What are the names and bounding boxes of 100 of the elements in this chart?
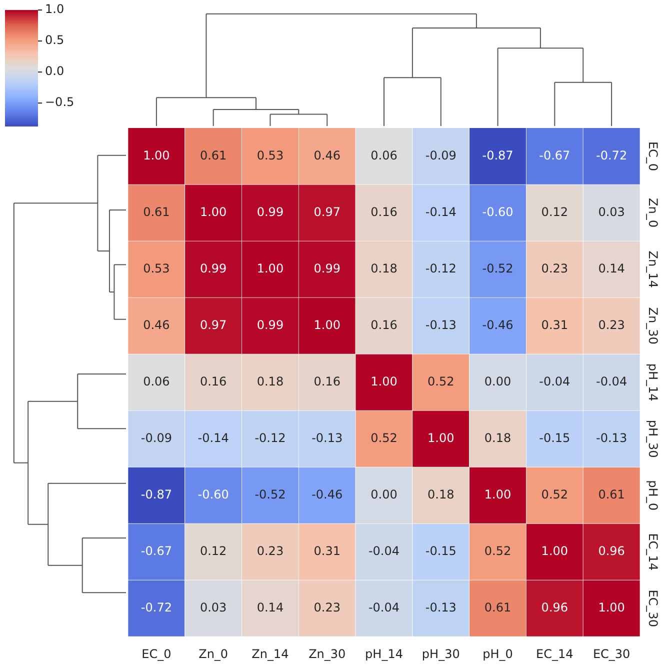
x-tick-label: Zn_30	[308, 646, 346, 661]
data-label: -0.52	[482, 261, 514, 276]
data-label: 0.99	[256, 318, 284, 332]
data-label: 0.61	[143, 204, 170, 219]
data-label: -0.13	[425, 318, 456, 332]
data-label: 0.06	[370, 148, 398, 162]
data-label: -0.72	[140, 600, 172, 614]
data-label: 0.06	[143, 374, 170, 388]
x-tick-label: Zn_14	[252, 646, 289, 661]
y-tick-label: pH_14	[646, 363, 660, 402]
x-tick-label: EC_14	[536, 646, 574, 661]
data-label: 0.97	[314, 204, 340, 219]
data-label: 0.61	[598, 487, 625, 502]
y-tick-label: pH_0	[646, 480, 660, 510]
data-label: 0.52	[541, 487, 568, 502]
data-label: 0.23	[256, 544, 284, 558]
data-label: 0.00	[484, 374, 512, 388]
data-label: 0.53	[143, 261, 170, 276]
data-label: 0.18	[428, 487, 454, 502]
data-label: 0.97	[200, 318, 227, 332]
y-tick-label: Zn_30	[646, 307, 660, 344]
data-label: 0.14	[598, 261, 625, 276]
data-label: -0.87	[140, 487, 172, 502]
data-label: 0.16	[200, 374, 227, 388]
data-label: 1.00	[314, 318, 340, 332]
x-tick-label: EC_0	[142, 646, 172, 661]
data-label: -0.04	[596, 374, 628, 388]
y-tick-label: EC_30	[646, 590, 660, 627]
data-label: 0.18	[256, 374, 284, 388]
data-label: -0.46	[482, 318, 514, 332]
data-label: 0.18	[370, 261, 398, 276]
data-label: -0.87	[482, 148, 514, 162]
data-label: 0.31	[314, 544, 340, 558]
data-label: 0.52	[484, 544, 512, 558]
data-label: 0.16	[370, 318, 398, 332]
x-tick-label: Zn_0	[198, 646, 228, 661]
data-label: -0.12	[425, 261, 456, 276]
data-label: -0.09	[140, 430, 172, 445]
data-label: -0.12	[254, 430, 286, 445]
x-tick-label: pH_0	[482, 646, 513, 661]
x-tick-label: EC_30	[592, 646, 630, 661]
data-label: 0.12	[541, 204, 568, 219]
data-label: 1.00	[370, 374, 398, 388]
data-label: 0.61	[484, 600, 512, 614]
data-label: 0.99	[200, 261, 227, 276]
data-label: -0.72	[596, 148, 628, 162]
color-bar-label: 0.0	[45, 64, 64, 78]
data-label: -0.14	[198, 430, 229, 445]
data-label: 1.00	[598, 600, 625, 614]
data-label: 1.00	[541, 544, 568, 558]
y-tick-label: EC_0	[646, 141, 660, 172]
data-label: 1.00	[200, 204, 227, 219]
data-label: 0.03	[200, 600, 227, 614]
data-label: -0.60	[482, 204, 514, 219]
color-bar-label: 0.5	[45, 33, 64, 48]
color-bar-label: 1.0	[45, 2, 64, 16]
data-label: 0.31	[541, 318, 568, 332]
data-label: 0.18	[484, 430, 512, 445]
data-label: -0.46	[312, 487, 343, 502]
data-label: -0.13	[425, 600, 456, 614]
data-label: -0.04	[368, 600, 400, 614]
x-tick-label: pH_14	[365, 646, 403, 661]
data-label: 0.03	[598, 204, 625, 219]
data-label: -0.15	[539, 430, 570, 445]
y-tick-label: Zn_0	[646, 198, 660, 228]
data-label: -0.67	[140, 544, 172, 558]
data-label: 0.96	[598, 544, 625, 558]
data-label: -0.13	[596, 430, 628, 445]
data-label: 0.14	[256, 600, 284, 614]
y-tick-label: Zn_14	[646, 250, 660, 288]
data-label: 0.23	[541, 261, 568, 276]
data-label: 0.12	[200, 544, 227, 558]
data-label: -0.04	[539, 374, 570, 388]
data-label: 0.23	[598, 318, 625, 332]
data-label: 0.46	[314, 148, 340, 162]
data-label: 1.00	[428, 430, 454, 445]
data-label: 0.53	[256, 148, 284, 162]
data-label: 1.00	[484, 487, 512, 502]
y-tick-label: pH_30	[646, 420, 660, 458]
data-label: -0.14	[425, 204, 456, 219]
data-label: 0.23	[314, 600, 340, 614]
y-tick-label: EC_14	[646, 533, 660, 570]
x-tick-label: pH_30	[422, 646, 460, 661]
data-label: 1.00	[256, 261, 284, 276]
data-label: 0.16	[314, 374, 340, 388]
data-label: -0.09	[425, 148, 456, 162]
data-label: 0.00	[370, 487, 398, 502]
data-label: 0.99	[256, 204, 284, 219]
data-label: 0.46	[143, 318, 170, 332]
data-label: 0.61	[200, 148, 227, 162]
data-label: 0.99	[314, 261, 340, 276]
data-label: -0.60	[198, 487, 229, 502]
data-label: -0.13	[312, 430, 343, 445]
data-label: -0.52	[254, 487, 286, 502]
data-label: -0.67	[539, 148, 570, 162]
data-label: 0.52	[428, 374, 454, 388]
data-label: 1.00	[143, 148, 170, 162]
color-bar-label: −0.5	[45, 95, 74, 110]
data-label: -0.15	[425, 544, 456, 558]
data-label: 0.96	[541, 600, 568, 614]
